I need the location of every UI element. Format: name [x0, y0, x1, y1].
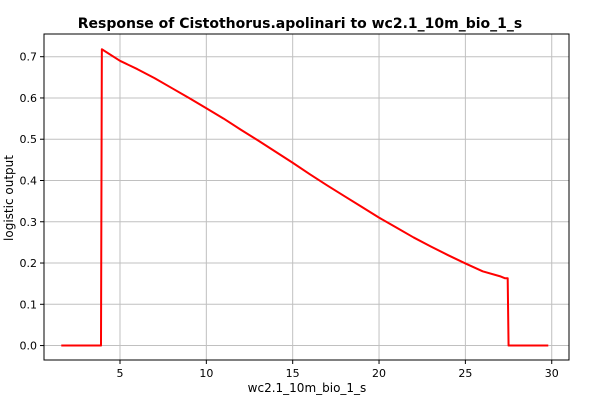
series-line-0 — [61, 48, 549, 347]
y-tick-label: 0.7 — [20, 51, 38, 64]
x-axis-label: wc2.1_10m_bio_1_s — [248, 381, 367, 395]
x-tick-label: 10 — [199, 367, 213, 380]
y-axis-label: logistic output — [2, 155, 16, 241]
y-tick-label: 0.5 — [20, 133, 38, 146]
y-tick-label: 0.1 — [20, 298, 38, 311]
y-tick-label: 0.0 — [20, 340, 38, 353]
x-tick-label: 20 — [372, 367, 386, 380]
plot-frame — [43, 33, 570, 361]
axes: 5 10 15 20 25 30 0.0 0.1 0.2 0.3 0.4 0.5 0.6 0.7 — [20, 33, 570, 380]
plot-background — [44, 34, 569, 360]
plot-area — [61, 48, 549, 347]
x-tick-label: 15 — [286, 367, 300, 380]
y-tick-label: 0.4 — [20, 174, 38, 187]
chart-title: Response of Cistothorus.apolinari to wc2… — [78, 16, 523, 32]
grid-lines — [44, 34, 569, 360]
x-tick-label: 5 — [116, 367, 123, 380]
y-tick-label: 0.3 — [20, 216, 38, 229]
y-tick-label: 0.2 — [20, 257, 38, 270]
x-tick-label: 25 — [458, 367, 472, 380]
y-tick-label: 0.6 — [20, 92, 38, 105]
x-tick-label: 30 — [545, 367, 559, 380]
